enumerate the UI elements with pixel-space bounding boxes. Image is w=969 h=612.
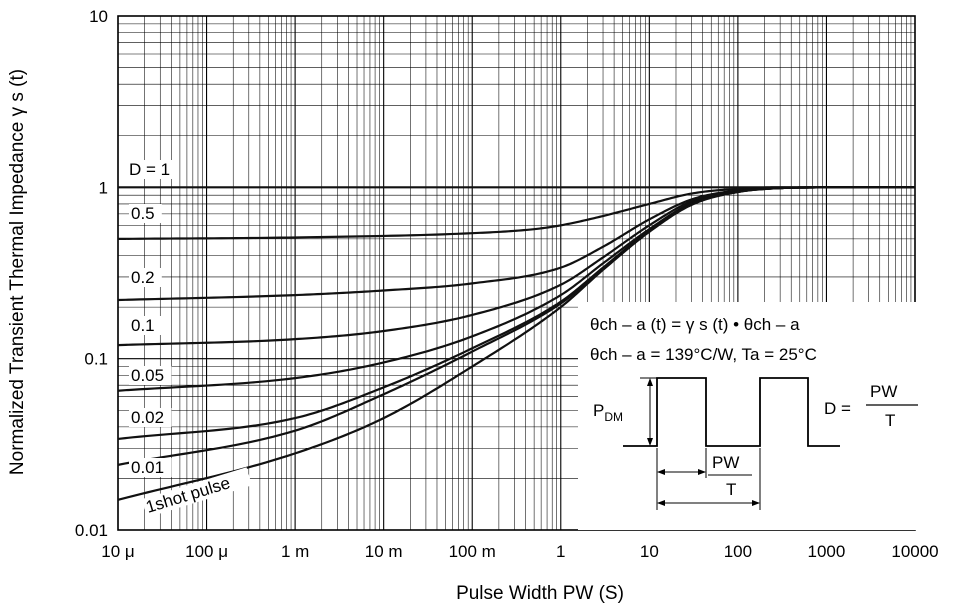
y-axis-title: Normalized Transient Thermal Impedance γ… xyxy=(7,69,28,475)
y-tick-label: 1 xyxy=(99,178,108,197)
series-line xyxy=(117,186,915,501)
t-label: T xyxy=(726,480,736,499)
pw-arrow-right xyxy=(698,469,706,475)
series-label: 0.05 xyxy=(131,366,164,385)
duty-denominator: T xyxy=(885,411,895,430)
series-label-group: 0.05 xyxy=(129,366,172,385)
inset-formula-1: θch – a (t) = γ s (t) • θch – a xyxy=(590,315,800,334)
series-label-group: 0.2 xyxy=(129,268,162,287)
pdm-arrow-up xyxy=(647,378,653,386)
x-tick-label: 100 m xyxy=(449,542,496,561)
y-tick-label: 10 xyxy=(89,7,108,26)
y-tick-label: 0.01 xyxy=(75,521,108,540)
x-tick-label: 1 xyxy=(556,542,565,561)
pw-arrow-left xyxy=(657,469,665,475)
plot-frame xyxy=(117,15,916,531)
pdm-label: PDM xyxy=(593,401,623,424)
duty-numerator: PW xyxy=(870,382,897,401)
x-axis-title: Pulse Width PW (S) xyxy=(456,583,624,604)
series-label-group: 0.1 xyxy=(129,316,162,335)
series-label-bg xyxy=(129,366,172,385)
series-label-bg xyxy=(141,467,253,518)
inset-background xyxy=(578,302,934,530)
x-tick-label: 1000 xyxy=(808,542,846,561)
series-label: 0.1 xyxy=(131,316,155,335)
pw-label: PW xyxy=(712,453,739,472)
x-tick-label: 10 xyxy=(640,542,659,561)
x-tick-label: 1 m xyxy=(281,542,309,561)
series-label-bg xyxy=(129,458,172,477)
curves xyxy=(117,186,915,501)
series-label: 0.5 xyxy=(131,204,155,223)
x-tick-label: 100 μ xyxy=(185,542,228,561)
x-tick-label: 100 xyxy=(724,542,752,561)
tick-labels: 10 μ 100 μ 1 m 10 m 100 m 1 10 100 1000 10000 0.01… xyxy=(75,7,939,561)
grid xyxy=(117,16,915,531)
duty-label: D = xyxy=(824,399,851,418)
series-label-bg xyxy=(129,268,162,287)
series-label-group: 0.01 xyxy=(129,458,172,477)
y-tick-label: 0.1 xyxy=(84,350,108,369)
series-label-group: D = 1 xyxy=(127,160,179,179)
x-tick-label: 10000 xyxy=(891,542,938,561)
x-tick-label: 10 μ xyxy=(101,542,134,561)
series-line xyxy=(117,186,915,302)
series-label: D = 1 xyxy=(129,160,170,179)
series-label: 1shot pulse xyxy=(144,473,233,517)
series-label-bg xyxy=(127,160,179,179)
series-label-bg xyxy=(129,408,172,427)
inset-box: θch – a (t) = γ s (t) • θch – a θch – a … xyxy=(578,302,934,530)
series-label: 0.01 xyxy=(131,458,164,477)
series-label: 0.2 xyxy=(131,268,155,287)
series-label: 0.02 xyxy=(131,408,164,427)
t-arrow-right xyxy=(752,500,760,506)
inset-formula-2: θch – a = 139°C/W, Ta = 25°C xyxy=(590,345,817,364)
pulse-waveform xyxy=(623,377,840,447)
pdm-arrow-down xyxy=(647,438,653,446)
series-label-group: 0.5 xyxy=(129,204,162,223)
series-label-bg xyxy=(129,316,162,335)
x-tick-label: 10 m xyxy=(365,542,403,561)
t-arrow-left xyxy=(657,500,665,506)
series-label-bg xyxy=(129,204,162,223)
series-label-group: 0.02 xyxy=(129,408,172,427)
